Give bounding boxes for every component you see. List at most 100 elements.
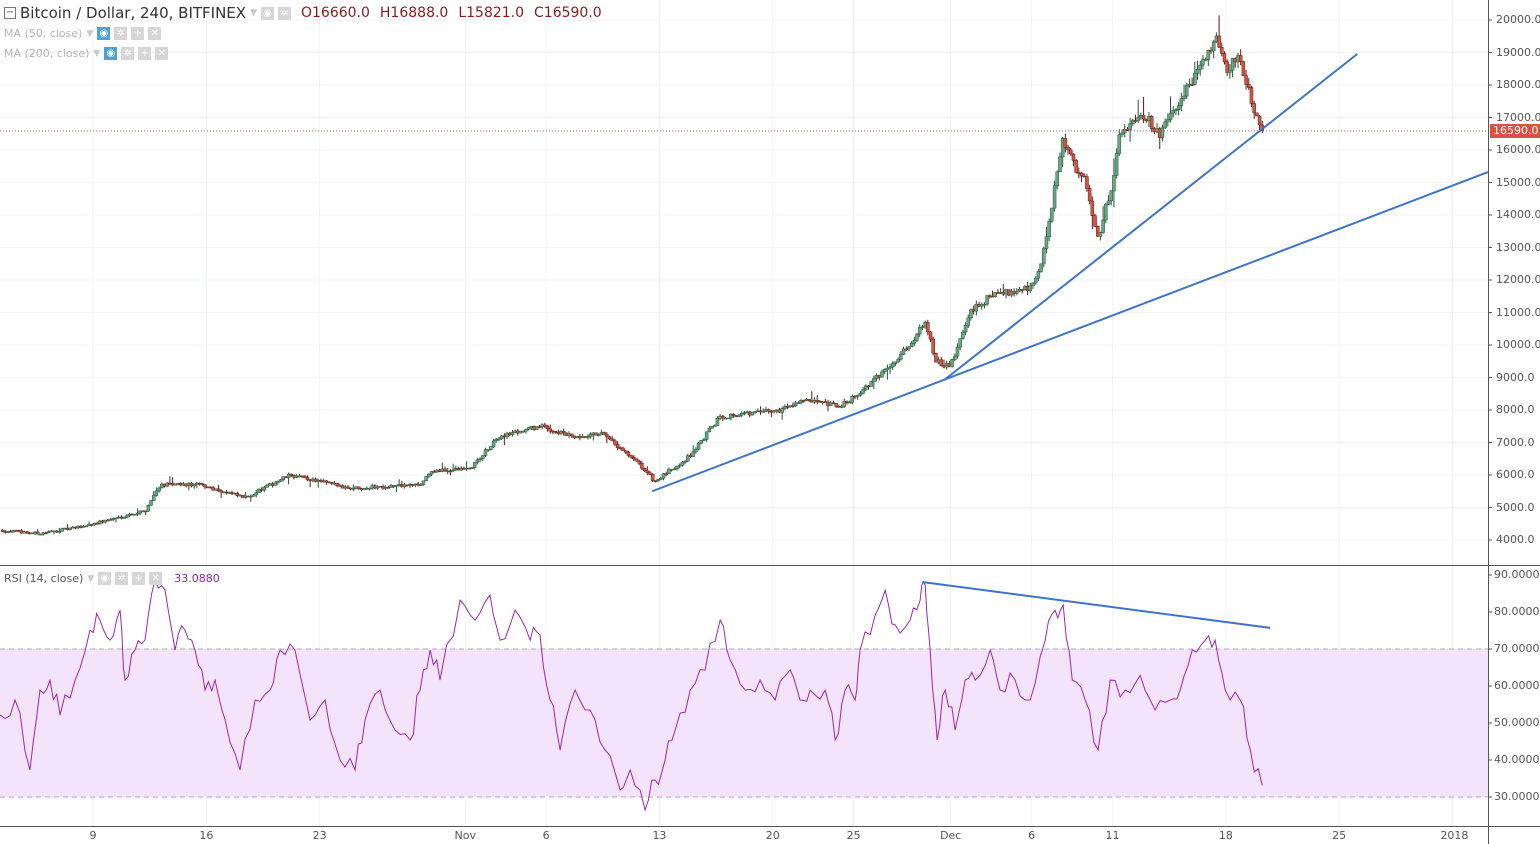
candle-up	[419, 484, 423, 486]
candle-up	[675, 465, 679, 470]
chevron-down-icon[interactable]: ▼	[93, 48, 101, 59]
close-icon[interactable]: ✕	[148, 27, 162, 40]
rsi-label[interactable]: RSI (14, close)	[4, 572, 84, 585]
candle-up	[1109, 190, 1113, 202]
candle-down	[621, 447, 625, 452]
candle-up	[125, 515, 129, 518]
candle-up	[707, 428, 712, 433]
symbol-title[interactable]: Bitcoin / Dollar, 240, BITFINEX	[20, 4, 247, 22]
candle-up	[872, 378, 876, 382]
candle-up	[1174, 109, 1178, 111]
candle-up	[1203, 59, 1208, 61]
candle-up	[1047, 220, 1051, 237]
candle-down	[1149, 116, 1154, 129]
time-axis-label: 2018	[1440, 829, 1469, 842]
candle-down	[543, 424, 547, 427]
candle-up	[680, 461, 685, 466]
candle-up	[982, 303, 987, 306]
candle-down	[346, 486, 350, 489]
candle-down	[629, 455, 633, 458]
time-axis-label: 13	[652, 829, 667, 842]
candle-up	[394, 484, 399, 487]
candle-down	[1225, 61, 1229, 73]
price-axis-label: 17000.0	[1496, 110, 1540, 124]
rsi-band	[0, 649, 1488, 797]
candle-up	[1201, 59, 1205, 66]
candle-up	[273, 482, 277, 486]
candle-down	[640, 462, 644, 469]
plus-icon[interactable]: +	[131, 27, 145, 40]
candle-up	[796, 402, 801, 405]
candle-down	[1217, 35, 1221, 48]
candle-up	[278, 479, 283, 482]
candle-down	[634, 458, 639, 462]
candle-up	[597, 434, 601, 436]
candle-up	[122, 517, 126, 519]
collapse-icon[interactable]: −	[4, 7, 16, 19]
candle-down	[335, 482, 339, 486]
trendline	[651, 171, 1489, 493]
candle-down	[448, 470, 453, 473]
candle-up	[68, 527, 72, 530]
eye-icon[interactable]: ◉	[98, 572, 112, 585]
rsi-axis-label: 40.0000	[1494, 753, 1540, 766]
close-icon[interactable]: ✕	[155, 47, 169, 60]
candle-down	[1222, 53, 1227, 63]
eye-icon[interactable]: ◉	[260, 6, 274, 20]
eye-icon[interactable]: ◉	[104, 47, 118, 60]
candle-up	[475, 459, 480, 463]
gear-icon[interactable]: ✲	[114, 27, 128, 40]
gear-icon[interactable]: ✲	[277, 6, 291, 20]
candle-down	[203, 484, 207, 488]
rsi-value: 33.0880	[174, 572, 220, 585]
rsi-axis-label: 60.0000	[1494, 679, 1540, 692]
chevron-down-icon[interactable]: ▼	[87, 573, 95, 584]
candle-up	[424, 476, 428, 482]
candle-up	[901, 348, 906, 355]
gear-icon[interactable]: ✲	[115, 572, 129, 585]
candle-up	[470, 467, 474, 469]
candle-up	[478, 458, 482, 461]
rsi-legend: RSI (14, close) ▼ ◉ ✲ + ✕ 33.0880	[4, 572, 220, 585]
candle-up	[780, 408, 784, 413]
candle-up	[839, 406, 844, 408]
ma50-label[interactable]: MA (50, close)	[4, 27, 83, 40]
candle-down	[289, 473, 294, 476]
candle-down	[785, 406, 790, 408]
time-axis-label: Dec	[940, 829, 962, 842]
candle-up	[135, 512, 140, 515]
eye-icon[interactable]: ◉	[97, 27, 111, 40]
candle-up	[192, 484, 196, 487]
candle-up	[114, 517, 118, 520]
candle-up	[586, 436, 590, 439]
price-axis-label: 9000.0	[1496, 370, 1535, 384]
ma200-label[interactable]: MA (200, close)	[4, 47, 90, 60]
plus-icon[interactable]: +	[138, 47, 152, 60]
candle-up	[696, 443, 701, 450]
candle-up	[524, 429, 528, 432]
candle-up	[958, 338, 962, 348]
price-axis-label: 19000.0	[1496, 45, 1540, 59]
candle-down	[610, 438, 614, 442]
candle-up	[108, 519, 113, 521]
candle-up	[497, 438, 501, 440]
candle-up	[691, 451, 695, 457]
candle-down	[1141, 115, 1146, 120]
gear-icon[interactable]: ✲	[121, 47, 135, 60]
chevron-down-icon[interactable]: ▼	[86, 28, 94, 39]
candle-up	[1168, 112, 1173, 120]
candle-up	[890, 363, 895, 368]
rsi-trendline	[922, 581, 1271, 629]
chevron-down-icon[interactable]: ▼	[250, 8, 257, 18]
candle-down	[1095, 226, 1100, 237]
candle-up	[702, 439, 706, 441]
plus-icon[interactable]: +	[132, 572, 146, 585]
candle-up	[421, 480, 426, 485]
candle-up	[699, 439, 704, 444]
candle-up	[276, 481, 280, 484]
candle-up	[950, 359, 954, 367]
candle-up	[251, 494, 256, 497]
close-icon[interactable]: ✕	[149, 572, 163, 585]
candle-down	[1063, 138, 1068, 148]
